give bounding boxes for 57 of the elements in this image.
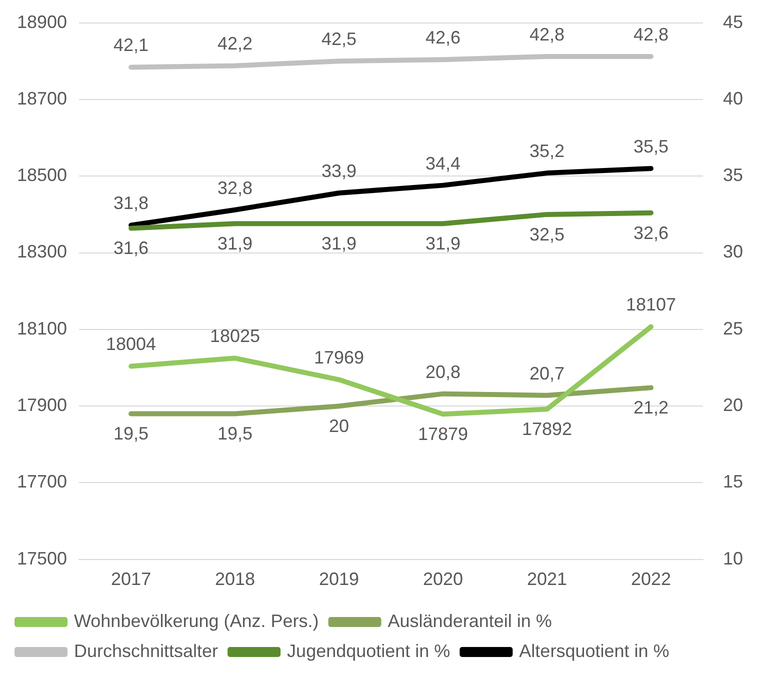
x-tick-label: 2019 xyxy=(319,569,360,590)
data-label: 17969 xyxy=(314,348,364,368)
y2-tick-label: 20 xyxy=(722,395,744,416)
y-tick-label: 17700 xyxy=(16,472,68,492)
y2-tick-label: 10 xyxy=(722,548,744,568)
x-tick-label: 2022 xyxy=(630,569,672,590)
data-label: 35,2 xyxy=(529,141,565,162)
legend-label: Jugendquotient in % xyxy=(287,640,450,661)
data-label: 18025 xyxy=(210,326,260,346)
x-tick-label: 2018 xyxy=(215,569,256,590)
y-tick-label: 18700 xyxy=(16,88,68,108)
data-label: 42,5 xyxy=(322,29,357,50)
y-tick-label: 17900 xyxy=(16,395,68,416)
data-label: 20,8 xyxy=(425,362,461,382)
data-label: 32,5 xyxy=(529,224,565,244)
y-tick-label: 18100 xyxy=(16,318,68,338)
y2-tick-label: 25 xyxy=(722,318,744,338)
legend-label: Durchschnittsalter xyxy=(74,640,218,661)
legend-label: Altersquotient in % xyxy=(519,640,670,661)
data-label: 34,4 xyxy=(425,153,461,174)
data-label: 33,9 xyxy=(322,160,357,181)
data-label: 35,5 xyxy=(633,136,669,156)
legend-label: Ausländeranteil in % xyxy=(388,610,552,631)
data-label: 31,9 xyxy=(425,234,461,254)
data-label: 18004 xyxy=(106,334,156,354)
y2-tick-label: 45 xyxy=(722,12,744,32)
data-label: 42,8 xyxy=(529,24,565,44)
y-tick-label: 18300 xyxy=(16,242,68,262)
data-label: 18107 xyxy=(626,294,676,315)
y2-tick-label: 40 xyxy=(722,88,744,108)
data-label: 19,5 xyxy=(114,424,149,444)
y-tick-label: 17500 xyxy=(16,548,68,568)
x-tick-label: 2020 xyxy=(422,569,464,590)
data-label: 17879 xyxy=(418,424,468,444)
data-label: 17892 xyxy=(522,419,572,440)
data-label: 31,8 xyxy=(114,193,149,214)
x-tick-label: 2017 xyxy=(111,569,152,590)
data-label: 20,7 xyxy=(529,363,565,384)
legend-label: Wohnbevölkerung (Anz. Pers.) xyxy=(74,610,319,631)
data-label: 31,6 xyxy=(114,238,149,258)
data-label: 21,2 xyxy=(633,398,669,418)
data-label: 42,6 xyxy=(425,28,461,48)
data-label: 32,8 xyxy=(218,178,253,198)
data-label: 31,9 xyxy=(322,234,357,254)
data-label: 19,5 xyxy=(218,424,253,444)
y-tick-label: 18900 xyxy=(16,12,68,32)
y2-tick-label: 30 xyxy=(722,242,744,262)
data-label: 32,6 xyxy=(633,222,669,243)
data-label: 31,9 xyxy=(218,234,253,254)
y-tick-label: 18500 xyxy=(16,165,68,186)
data-label: 42,1 xyxy=(114,35,149,56)
x-tick-label: 2021 xyxy=(526,569,568,590)
data-label: 42,8 xyxy=(633,24,669,44)
y2-tick-label: 35 xyxy=(722,165,744,186)
data-label: 20 xyxy=(329,416,350,436)
y2-tick-label: 15 xyxy=(722,472,744,492)
data-label: 42,2 xyxy=(218,34,253,54)
